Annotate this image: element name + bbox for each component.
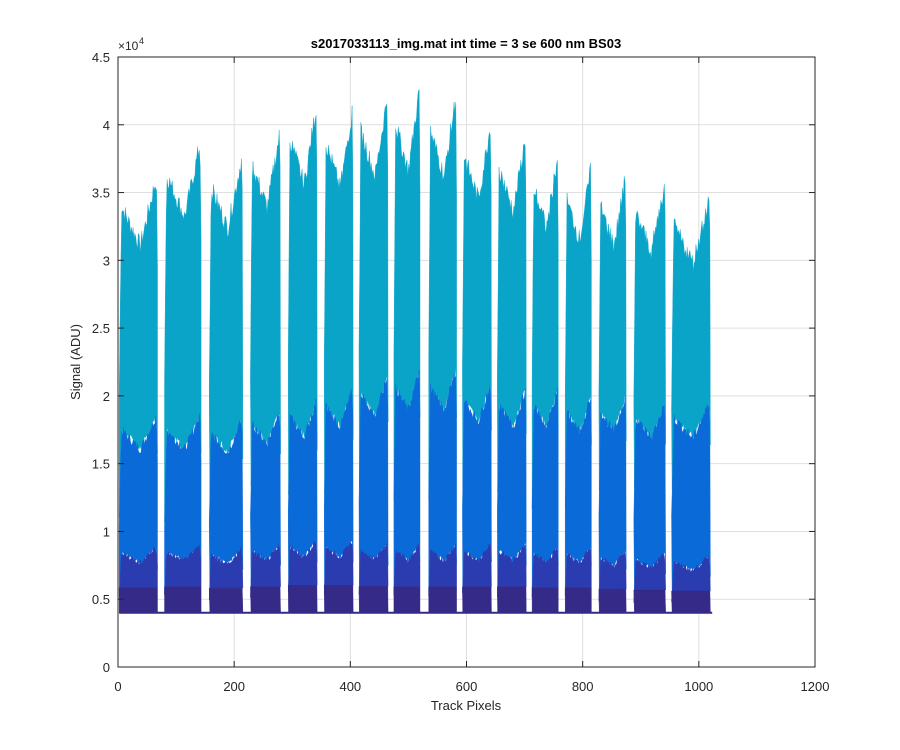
track-band-top: [598, 176, 627, 491]
track-band-top: [633, 183, 666, 489]
track-band-base: [462, 586, 492, 613]
y-tick-label: 2.5: [92, 321, 110, 336]
track-band-base: [598, 588, 627, 613]
y-tick-label: 0.5: [92, 592, 110, 607]
series-area: [119, 89, 713, 614]
track-band-base: [358, 586, 389, 613]
y-tick-label: 4: [103, 118, 110, 133]
y-tick-label: 0: [103, 660, 110, 675]
y-tick-label: 3: [103, 253, 110, 268]
x-tick-label: 1000: [684, 679, 713, 694]
y-tick-label: 1.5: [92, 457, 110, 472]
y-tick-label: 1: [103, 524, 110, 539]
track-band-top: [358, 103, 389, 487]
y-exponent-base: ×10: [118, 39, 139, 53]
track-band-base: [287, 585, 318, 613]
track-band-base: [531, 587, 559, 613]
track-band-base: [565, 587, 592, 613]
y-axis-label: Signal (ADU): [68, 324, 83, 400]
y-tick-label: 4.5: [92, 50, 110, 65]
track-band-top: [287, 115, 318, 495]
axis-ticks: 0 200 400 600 800 1000 1200 0 0.5 1 1.5 2 2.5 3 3.5 4 4.…: [92, 50, 830, 694]
track-band-middle: [287, 398, 318, 587]
x-tick-label: 400: [339, 679, 361, 694]
track-band-base: [323, 585, 354, 613]
track-band-base: [671, 590, 711, 613]
x-tick-label: 200: [223, 679, 245, 694]
track-band-base: [250, 586, 281, 613]
track-band-middle: [462, 386, 492, 591]
y-exponent-power: 4: [139, 36, 144, 46]
track-band-top: [462, 132, 492, 487]
track-band-middle: [250, 413, 281, 583]
chart-title: s2017033113_img.mat int time = 3 se 600 …: [311, 36, 621, 51]
x-axis-label: Track Pixels: [431, 698, 502, 713]
track-band-base: [119, 587, 158, 613]
x-tick-label: 800: [572, 679, 594, 694]
track-band-base: [428, 586, 457, 613]
track-band-top: [323, 105, 354, 494]
y-tick-label: 2: [103, 389, 110, 404]
track-band-base: [164, 586, 202, 613]
track-band-base: [497, 586, 527, 613]
x-tick-label: 600: [456, 679, 478, 694]
y-tick-label: 3.5: [92, 186, 110, 201]
track-band-base: [633, 589, 666, 613]
x-tick-label: 1200: [801, 679, 830, 694]
track-band-middle: [208, 419, 244, 588]
x-tick-label: 0: [114, 679, 121, 694]
track-band-base: [208, 587, 244, 613]
track-band-base: [393, 586, 421, 613]
